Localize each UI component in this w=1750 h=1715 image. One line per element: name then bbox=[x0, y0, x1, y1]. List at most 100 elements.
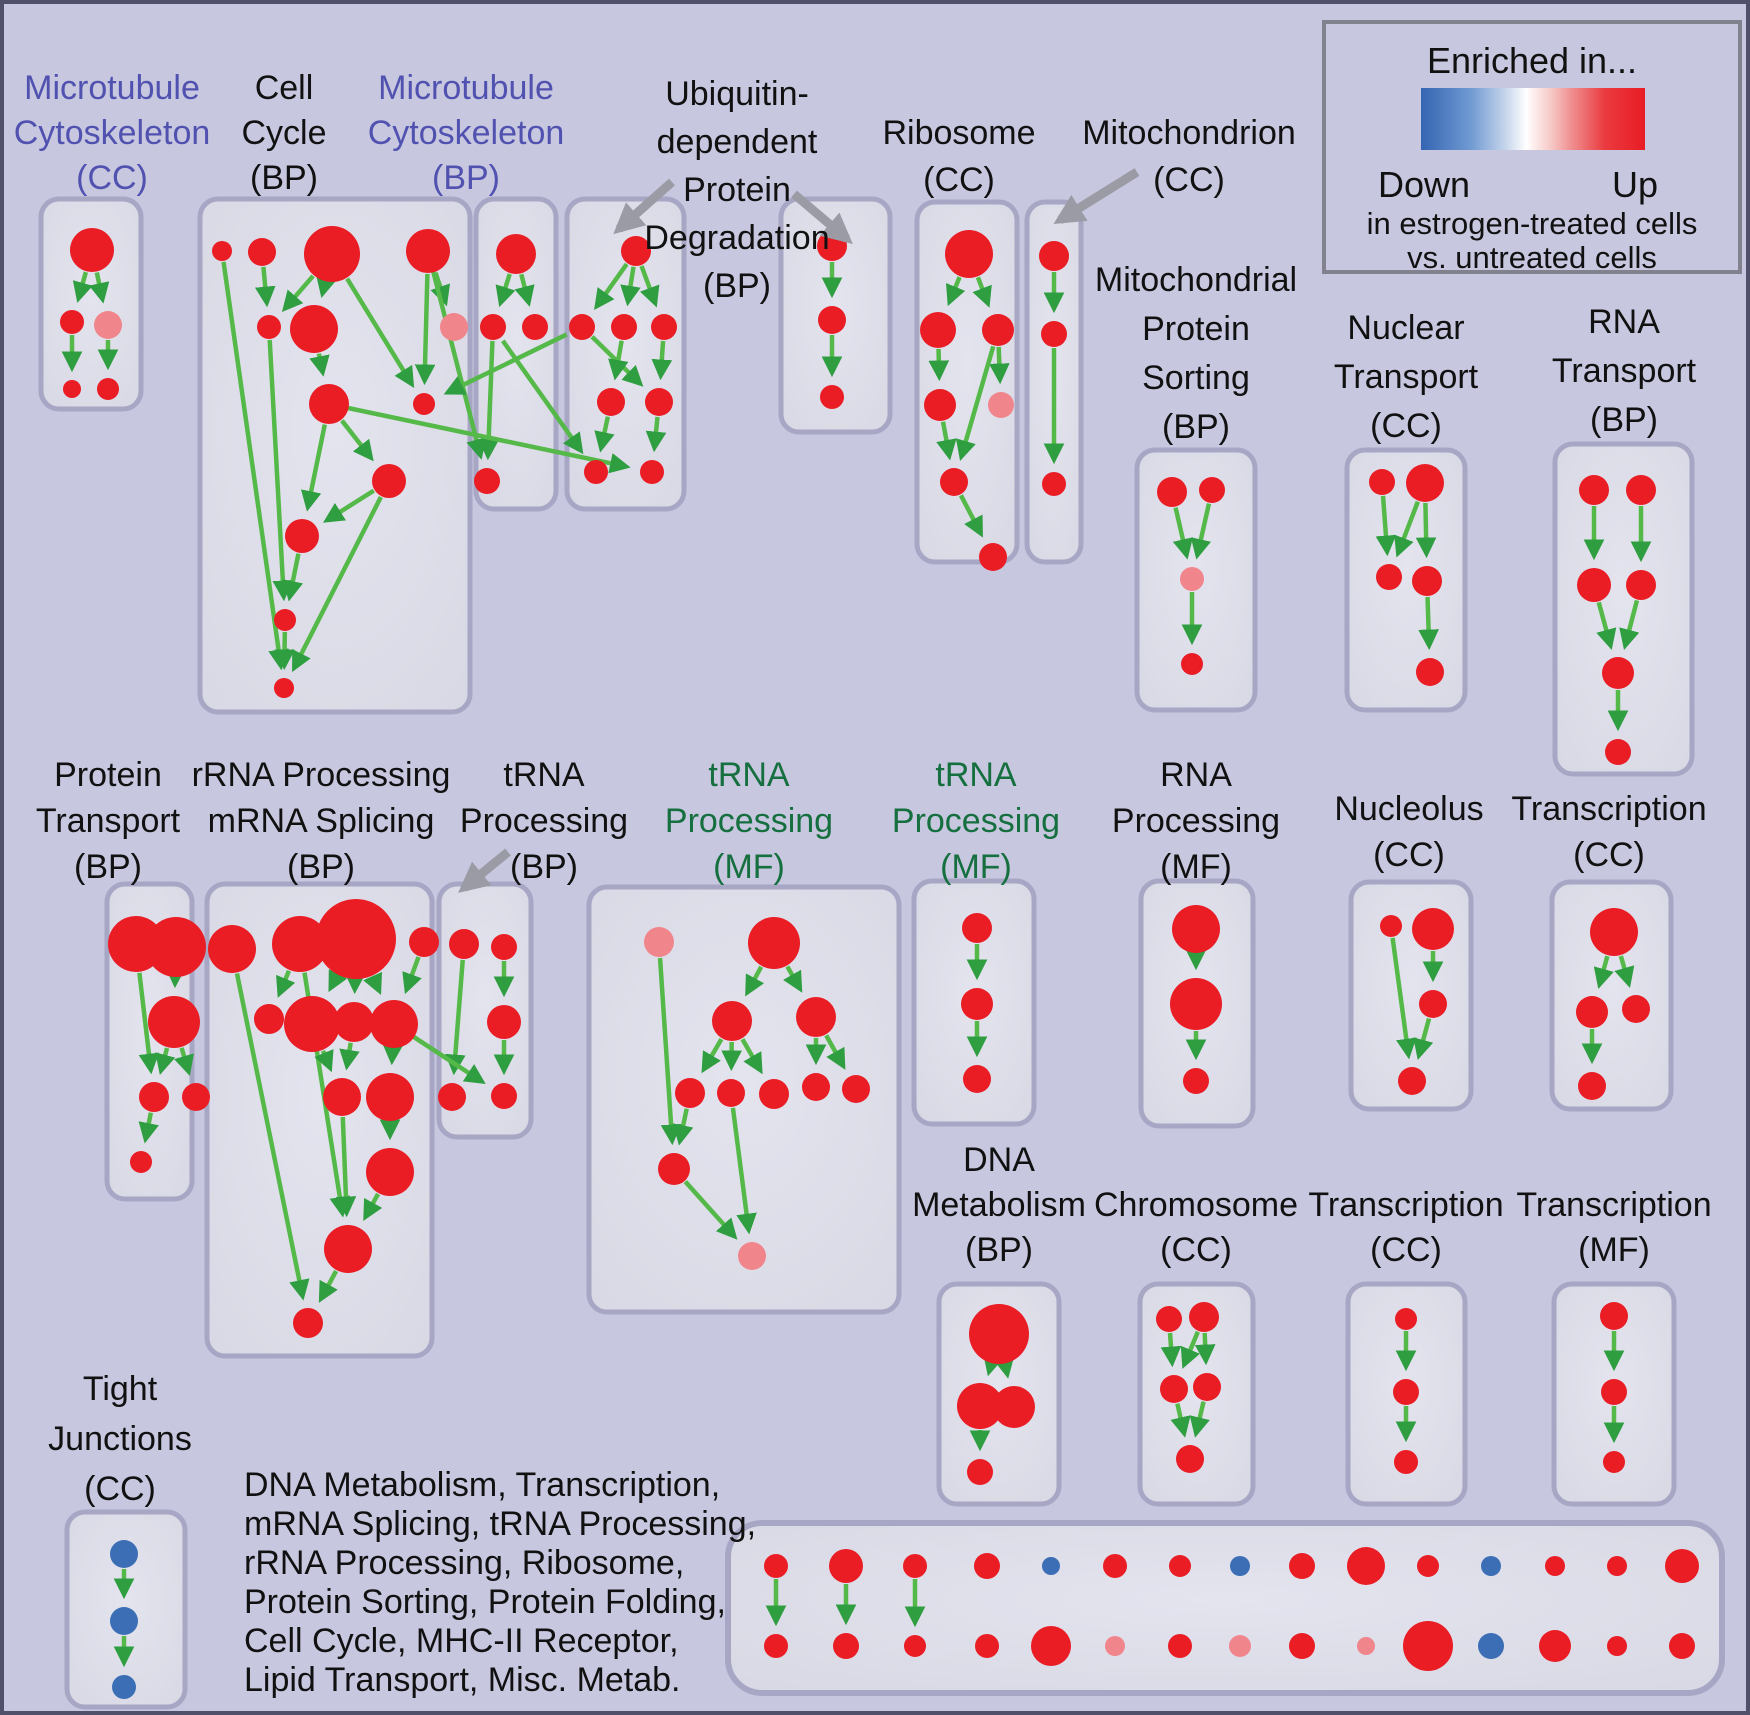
node bbox=[818, 306, 846, 334]
node bbox=[611, 314, 637, 340]
node bbox=[1393, 1379, 1419, 1405]
node bbox=[1601, 1379, 1627, 1405]
edge-protein-transport bbox=[137, 972, 160, 1075]
legend-title: Enriched in... bbox=[1426, 40, 1638, 81]
edge-ribosome bbox=[988, 346, 1010, 385]
node bbox=[924, 389, 956, 421]
node bbox=[1417, 1555, 1439, 1577]
edge-rrna-mrna bbox=[382, 1043, 404, 1066]
node bbox=[1578, 1072, 1606, 1100]
edge-cell-cycle bbox=[267, 339, 294, 602]
edge-cell-cycle bbox=[316, 275, 337, 299]
node bbox=[1042, 472, 1066, 496]
node bbox=[284, 996, 340, 1052]
edge-cell-cycle bbox=[281, 274, 315, 312]
node bbox=[1189, 1302, 1219, 1332]
pointer-arrow-icon bbox=[791, 190, 853, 244]
legend-gradient-bar bbox=[1421, 88, 1645, 150]
node bbox=[993, 1386, 1035, 1428]
edge-trna-mf-1 bbox=[783, 965, 803, 993]
edge-ubiquitin-1 bbox=[594, 262, 629, 311]
label-rna-processing-mf: RNA Processing (MF) bbox=[1111, 756, 1281, 886]
edge-nuclear-transport bbox=[1375, 495, 1397, 557]
edge-trna-mf-1 bbox=[701, 1038, 724, 1074]
label-mito-protein-sorting: Mitochondrial Protein Sorting (BP) bbox=[1094, 261, 1298, 446]
node bbox=[1105, 1636, 1125, 1656]
node bbox=[969, 1304, 1029, 1364]
node bbox=[1539, 1630, 1571, 1662]
node bbox=[1412, 908, 1454, 950]
inter-edge bbox=[430, 266, 487, 460]
node bbox=[413, 393, 435, 415]
node bbox=[1416, 658, 1444, 686]
node bbox=[522, 314, 548, 340]
node bbox=[1376, 564, 1402, 590]
label-ubiquitin-degradation: Ubiquitin- dependent Protein Degradation… bbox=[644, 75, 830, 305]
pointer-arrow-icon bbox=[458, 848, 511, 893]
edge-rrna-mrna bbox=[276, 969, 296, 998]
cluster-box-trna-mf-1 bbox=[586, 884, 902, 1315]
node bbox=[146, 917, 206, 977]
edge-nuclear-transport bbox=[1394, 500, 1420, 558]
node bbox=[829, 1549, 863, 1583]
node bbox=[1170, 978, 1222, 1030]
node bbox=[802, 1073, 830, 1101]
edge-dna-metabolism bbox=[993, 1356, 1015, 1379]
label-rrna-mrna: rRNA Processing mRNA Splicing (BP) bbox=[191, 756, 451, 886]
node bbox=[833, 1633, 859, 1659]
edge-trna-mf-1 bbox=[740, 1038, 763, 1075]
node bbox=[60, 310, 84, 334]
edge-dna-metabolism bbox=[983, 1353, 1004, 1377]
node bbox=[1289, 1553, 1315, 1579]
cluster-box-nuclear-transport bbox=[1344, 447, 1468, 713]
pointer-arrow-icon bbox=[613, 178, 675, 235]
node bbox=[658, 1153, 690, 1185]
edge-ribosome bbox=[955, 345, 996, 462]
node bbox=[370, 1000, 418, 1048]
edge-chromosome bbox=[1180, 1330, 1200, 1369]
edge-trna-mf-1 bbox=[657, 957, 682, 1146]
node bbox=[1041, 321, 1067, 347]
cluster-box-rna-transport bbox=[1552, 441, 1695, 777]
edge-cell-cycle bbox=[322, 488, 375, 523]
node bbox=[975, 1634, 999, 1658]
node bbox=[1347, 1547, 1385, 1585]
edge-cell-cycle bbox=[340, 419, 374, 462]
node bbox=[717, 1079, 745, 1107]
label-transcription-mf: Transcription (MF) bbox=[1516, 1186, 1712, 1269]
label-rna-transport: RNA Transport (BP) bbox=[1551, 303, 1697, 439]
node bbox=[1183, 1068, 1209, 1094]
node bbox=[1157, 477, 1187, 507]
node bbox=[290, 305, 338, 353]
node bbox=[979, 543, 1007, 571]
node bbox=[248, 238, 276, 266]
edge-transcription-cc-1 bbox=[1614, 955, 1635, 989]
cluster-box-ribosome bbox=[914, 199, 1020, 565]
node bbox=[285, 519, 319, 553]
edge-microtubule-cc bbox=[72, 271, 93, 303]
edge-rrna-mrna bbox=[314, 1049, 334, 1073]
edge-rrna-mrna bbox=[328, 969, 348, 993]
node bbox=[569, 314, 595, 340]
node bbox=[496, 234, 536, 274]
node bbox=[182, 1083, 210, 1111]
node bbox=[957, 1383, 1003, 1429]
legend-up-label: Up bbox=[1611, 164, 1658, 205]
node bbox=[621, 236, 651, 266]
node bbox=[1369, 469, 1395, 495]
node bbox=[274, 609, 296, 631]
node bbox=[1403, 1621, 1453, 1671]
node bbox=[1156, 1306, 1182, 1332]
node bbox=[1172, 905, 1220, 953]
label-microtubule-bp: Microtubule Cytoskeleton (BP) bbox=[367, 69, 565, 197]
label-trna-mf-2: tRNA Processing (MF) bbox=[891, 756, 1061, 886]
node bbox=[597, 388, 625, 416]
edge-ribosome bbox=[958, 494, 983, 538]
inter-edge bbox=[443, 332, 568, 395]
node bbox=[945, 230, 993, 278]
node bbox=[130, 1151, 152, 1173]
node bbox=[1176, 1445, 1204, 1473]
edge-microtubule-bp bbox=[514, 273, 535, 307]
edge-cell-cycle bbox=[300, 424, 327, 512]
node bbox=[1398, 1067, 1426, 1095]
